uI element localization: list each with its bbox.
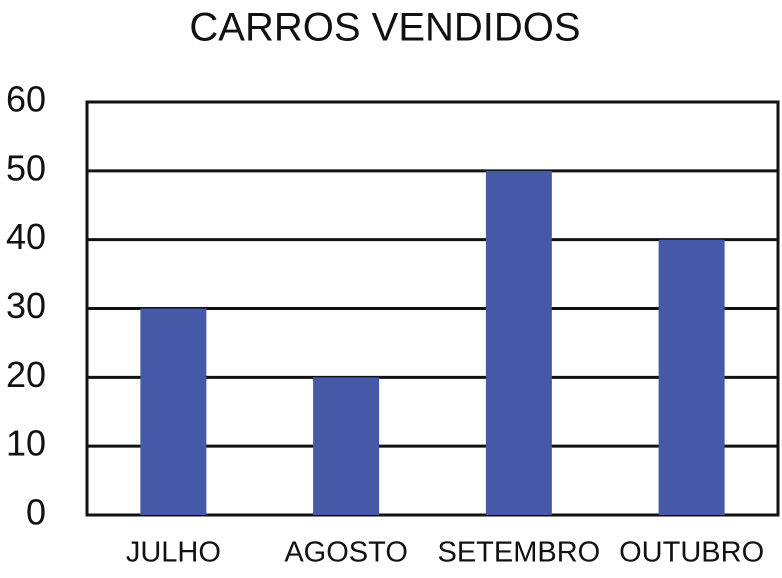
x-tick-label: OUTUBRO <box>619 537 764 569</box>
y-tick-label: 40 <box>6 216 46 257</box>
x-tick-label: SETEMBRO <box>438 537 601 569</box>
bar <box>485 170 552 516</box>
y-tick-label: 30 <box>6 285 46 326</box>
y-tick-label: 10 <box>6 423 46 464</box>
chart-title: CARROS VENDIDOS <box>189 6 580 50</box>
y-tick-label: 50 <box>6 147 46 188</box>
bar <box>313 377 380 515</box>
x-tick-label: JULHO <box>126 537 221 569</box>
y-tick-label: 20 <box>6 354 46 395</box>
y-tick-label: 60 <box>6 79 46 120</box>
bar <box>140 308 207 515</box>
x-tick-label: AGOSTO <box>284 537 408 569</box>
bar <box>658 239 725 515</box>
y-tick-label: 0 <box>26 492 46 533</box>
